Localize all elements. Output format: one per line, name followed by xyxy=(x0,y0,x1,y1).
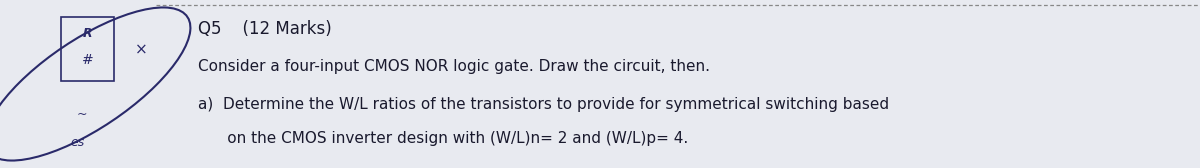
Text: #: # xyxy=(82,53,94,68)
Text: Q5    (12 Marks): Q5 (12 Marks) xyxy=(198,20,331,38)
Text: R: R xyxy=(83,27,92,40)
Text: ×: × xyxy=(136,43,148,58)
Text: es: es xyxy=(71,136,85,149)
Text: on the CMOS inverter design with (W/L)n= 2 and (W/L)p= 4.: on the CMOS inverter design with (W/L)n=… xyxy=(198,131,689,146)
Text: ~: ~ xyxy=(77,108,86,121)
Text: Consider a four-input CMOS NOR logic gate. Draw the circuit, then.: Consider a four-input CMOS NOR logic gat… xyxy=(198,59,710,74)
Text: a)  Determine the W/L ratios of the transistors to provide for symmetrical switc: a) Determine the W/L ratios of the trans… xyxy=(198,97,889,112)
Bar xyxy=(61,17,114,81)
